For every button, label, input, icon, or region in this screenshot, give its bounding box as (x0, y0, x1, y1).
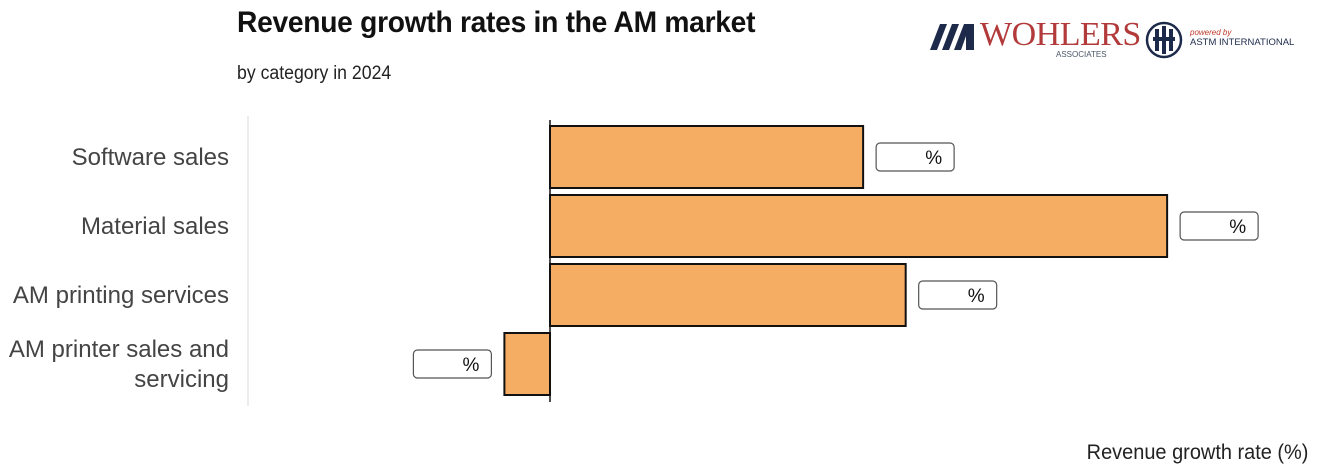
category-label-3: AM printer sales and servicing (9, 336, 229, 393)
category-label-1: Material sales (81, 213, 229, 240)
value-label-1: % (1179, 211, 1259, 241)
wohlers-logo-sub: ASSOCIATES (1056, 50, 1107, 59)
svg-text:%: % (925, 148, 942, 169)
astm-logo-name: ASTM INTERNATIONAL (1190, 37, 1295, 48)
bar-2 (549, 263, 907, 327)
x-axis-title: Revenue growth rate (%) (1086, 441, 1308, 464)
bars-layer (503, 120, 1169, 402)
bar-3 (503, 332, 551, 396)
value-label-2: % (918, 280, 998, 310)
astm-powered-by: powered by (1190, 28, 1232, 37)
wohlers-mark-icon (930, 24, 974, 50)
astm-logo: powered by ASTM INTERNATIONAL (1144, 20, 1314, 60)
category-labels-layer: Software sales Material sales AM printing … (9, 144, 229, 393)
wohlers-logo-name: WOHLERS (980, 16, 1141, 53)
bar-1 (549, 194, 1169, 258)
chart-title: Revenue growth rates in the AM market (237, 6, 756, 39)
value-label-3: % (412, 349, 492, 379)
wohlers-logo: WOHLERS ASSOCIATES (928, 14, 1141, 60)
value-label-0: % (875, 142, 955, 172)
chart-subtitle: by category in 2024 (237, 63, 392, 84)
astm-seal-icon (1145, 21, 1183, 59)
svg-text:%: % (968, 286, 985, 307)
bar-0 (549, 125, 865, 189)
svg-text:%: % (1229, 217, 1246, 238)
value-labels-layer: %%%% (412, 142, 1259, 379)
svg-text:%: % (462, 355, 479, 376)
category-label-2: AM printing services (13, 282, 229, 309)
category-label-0: Software sales (72, 144, 229, 171)
